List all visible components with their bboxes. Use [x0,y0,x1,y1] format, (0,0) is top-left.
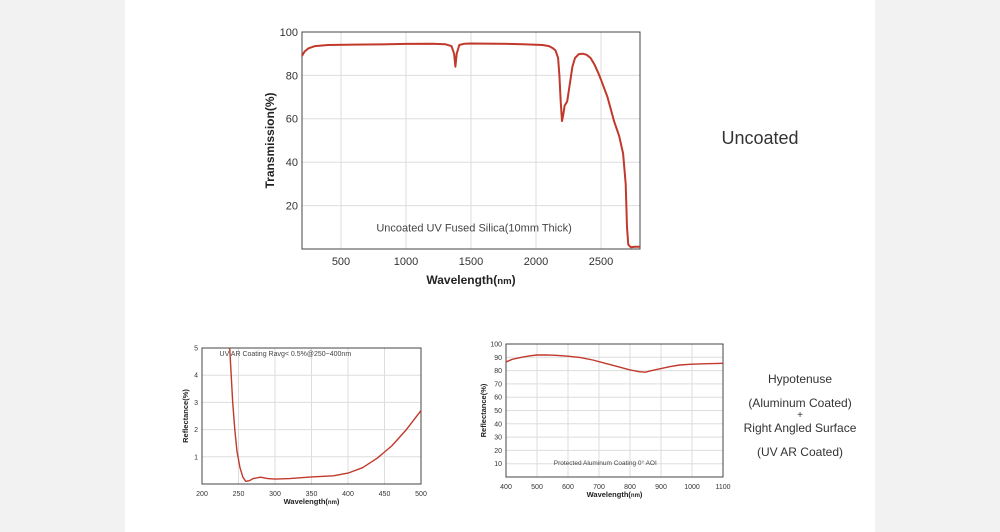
x-tick-label: 600 [562,484,574,491]
x-axis-label-text: Wavelength( [426,273,497,287]
y-tick-label: 100 [280,27,298,39]
x-axis-label: Wavelength(nm) [284,497,340,506]
x-tick-label: 1100 [715,484,730,491]
plot-frame [201,347,422,485]
chart-annotation: UV AR Coating Ravg< 0.5%@250~400nm [220,351,352,358]
x-tick-label: 500 [531,484,543,491]
x-tick-label: 350 [306,491,318,498]
x-tick-label: 1500 [459,256,483,268]
x-tick-label: 500 [415,491,427,498]
plot-frame [505,343,724,478]
series-line [229,347,422,482]
x-tick-label: 2000 [524,256,548,268]
plot-frame [301,31,641,250]
y-tick-label: 90 [494,355,502,362]
y-tick-label: 5 [194,345,198,352]
series-line [505,354,724,373]
x-tick-label: 200 [196,491,208,498]
y-tick-label: 60 [286,114,298,126]
y-tick-label: 1 [194,454,198,461]
x-axis-label-close: ) [512,273,516,287]
x-axis-label-close: ) [337,497,340,506]
y-tick-label: 4 [194,373,198,380]
x-tick-label: 800 [624,484,636,491]
x-tick-label: 900 [655,484,667,491]
x-tick-label: 500 [332,256,350,268]
x-tick-label: 2500 [589,256,613,268]
x-axis-label-text: Wavelength( [284,497,329,506]
x-axis-label-unit: nm [497,276,511,287]
y-tick-label: 20 [286,200,298,212]
plus-label: + [797,410,803,422]
y-tick-label: 40 [494,421,502,428]
y-tick-label: 30 [494,435,502,442]
x-axis-label: Wavelength(nm) [587,490,643,499]
x-axis-label-unit: nm [631,493,640,499]
y-tick-label: 80 [494,368,502,375]
y-tick-label: 80 [286,70,298,82]
y-tick-label: 100 [490,341,502,348]
y-tick-label: 3 [194,400,198,407]
hypotenuse-label: Hypotenuse [767,372,833,386]
content-panel [125,0,875,532]
x-axis-label-close: ) [640,490,643,499]
x-tick-label: 400 [342,491,354,498]
aluminum-coated-label: (Aluminum Coated) [748,395,852,410]
y-tick-label: 20 [494,448,502,455]
y-tick-label: 10 [494,461,502,468]
x-tick-label: 300 [269,491,281,498]
y-tick-label: 40 [286,157,298,169]
x-tick-label: 1000 [394,256,418,268]
right-angled-surface-label: Right Angled Surface [743,421,857,436]
y-tick-label: 60 [494,395,502,402]
chart-annotation: Uncoated UV Fused Silica(10mm Thick) [376,223,571,235]
series-line [301,42,640,249]
y-tick-label: 70 [494,381,502,388]
y-axis-label: Transmission(%) [263,92,277,188]
x-axis-label-unit: nm [328,500,337,506]
uncoated-label: Uncoated [721,128,799,148]
x-tick-label: 1000 [684,484,700,491]
x-axis-label: Wavelength(nm) [426,273,515,287]
chart-annotation: Protected Aluminum Coating 0° AOI [554,459,657,467]
x-tick-label: 700 [593,484,605,491]
y-axis-label: Reflectance(%) [479,383,488,437]
x-tick-label: 450 [379,491,391,498]
y-tick-label: 2 [194,427,198,434]
x-tick-label: 250 [233,491,245,498]
y-axis-label: Reflectance(%) [181,389,190,443]
x-axis-label-text: Wavelength( [587,490,632,499]
coating-description: Hypotenuse (Aluminum Coated) + Right Ang… [730,372,870,460]
x-tick-label: 400 [500,484,512,491]
y-tick-label: 50 [494,408,502,415]
uv-ar-coated-label: (UV AR Coated) [756,444,844,459]
